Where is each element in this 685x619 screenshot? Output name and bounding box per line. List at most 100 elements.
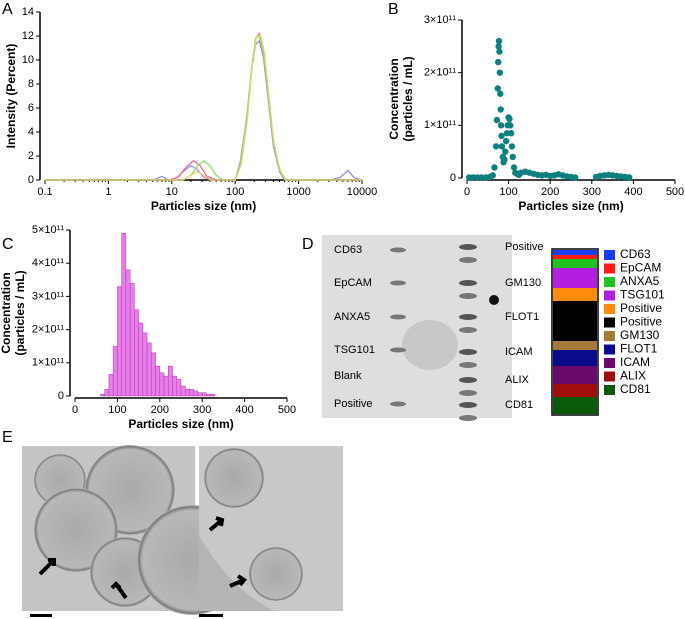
- y-tick-label: 0: [28, 174, 34, 186]
- blot-dot: [459, 390, 477, 396]
- blot-label-right: ICAM: [505, 346, 533, 358]
- x-tick-label: 500: [666, 186, 684, 198]
- blot-dot: [459, 257, 477, 263]
- histogram-bar: [189, 389, 194, 397]
- histogram-bar: [121, 233, 127, 397]
- y-tick-label: 5×10¹¹: [32, 224, 64, 236]
- color-bar-segment: [553, 384, 597, 397]
- blot-label-left: ANXA5: [334, 311, 370, 323]
- histogram-bar: [104, 389, 110, 397]
- panel-letter: C: [2, 236, 14, 253]
- y-tick-label: 3×10¹¹: [424, 14, 456, 26]
- blot-dot: [390, 247, 406, 253]
- scatter-point: [507, 122, 514, 129]
- y-axis-label-line: (particles / mL): [13, 270, 27, 355]
- histogram-bar: [197, 392, 203, 397]
- scatter-point: [501, 156, 508, 163]
- x-axis-label: Particles size (nm): [518, 199, 623, 213]
- x-tick-label: 1000: [286, 186, 310, 198]
- histogram-bar: [134, 309, 139, 397]
- legend-label: ALIX: [620, 369, 646, 383]
- scatter-point: [626, 174, 633, 181]
- legend-swatch: [604, 344, 615, 355]
- legend-label: EpCAM: [620, 261, 661, 275]
- y-tick-label: 4: [28, 126, 34, 138]
- histogram-bar: [129, 282, 135, 397]
- scatter-point: [495, 58, 502, 66]
- legend-swatch: [604, 371, 615, 382]
- histogram-bar: [100, 394, 105, 397]
- x-tick-label: 300: [193, 404, 211, 416]
- legend-label: CD81: [620, 382, 651, 396]
- line-series: [45, 33, 362, 181]
- histogram-bar: [172, 375, 178, 397]
- histogram-bar: [176, 379, 182, 397]
- line-series: [45, 34, 362, 181]
- color-bar-segment: [553, 366, 597, 384]
- y-tick-label: 0: [58, 390, 64, 402]
- scatter-point: [502, 148, 509, 155]
- x-tick-label: 0: [464, 186, 470, 198]
- y-tick-label: 1×10¹¹: [424, 119, 456, 131]
- histogram-bar: [193, 390, 199, 397]
- legend-swatch: [604, 250, 615, 260]
- blot-label-left: Blank: [334, 370, 362, 382]
- x-tick-label: 500: [278, 404, 296, 416]
- blot-image: [322, 235, 512, 418]
- color-bar-segment: [553, 250, 597, 255]
- legend-label: GM130: [620, 328, 660, 342]
- histogram-bar: [142, 332, 148, 397]
- blot-label-left: TSG101: [334, 344, 375, 356]
- histogram-bar: [163, 375, 169, 397]
- legend-label: ICAM: [620, 355, 650, 369]
- x-tick-label: 200: [541, 186, 559, 198]
- histogram-bar: [138, 322, 144, 397]
- scatter-point: [495, 43, 502, 50]
- legend-swatch: [604, 304, 615, 314]
- y-tick-label: 2: [28, 150, 34, 162]
- y-axis-label: Concentration(particles / mL): [0, 270, 27, 355]
- y-tick-label: 14: [22, 6, 34, 18]
- x-tick-label: 300: [583, 186, 601, 198]
- blot-dot: [459, 327, 477, 333]
- histogram-bar: [117, 286, 122, 397]
- color-bar-frame: [551, 248, 599, 416]
- histogram-bar: [146, 342, 152, 397]
- blot-dot: [390, 280, 406, 286]
- histogram-bar: [184, 389, 190, 397]
- y-axis-label: Intensity (Percent): [4, 44, 18, 149]
- blot-dot: [459, 314, 477, 320]
- scatter-point: [510, 164, 518, 171]
- panel-letter: A: [2, 1, 13, 18]
- y-tick-label: 10: [22, 54, 34, 66]
- histogram-bar: [180, 385, 186, 397]
- scatter-point: [495, 37, 503, 45]
- histogram-bar: [201, 392, 207, 397]
- x-tick-label: 200: [151, 404, 169, 416]
- legend-swatch: [604, 358, 615, 368]
- legend-label: Positive: [620, 315, 662, 329]
- blot-label-left: EpCAM: [334, 277, 372, 289]
- legend-label: FLOT1: [620, 342, 658, 356]
- y-tick-label: 0: [450, 172, 456, 184]
- y-tick-label: 6: [28, 102, 34, 114]
- y-tick-label: 2×10¹¹: [32, 324, 64, 336]
- y-axis-label-line: (particles / mL): [401, 56, 415, 141]
- histogram-bar: [206, 394, 211, 397]
- blot-dot: [459, 349, 477, 355]
- x-tick-label: 400: [624, 186, 642, 198]
- color-bar-segment: [553, 268, 597, 288]
- line-series: [45, 32, 362, 181]
- blot-dot: [459, 244, 477, 250]
- y-tick-label: 2×10¹¹: [424, 67, 456, 79]
- y-tick-label: 12: [22, 30, 34, 42]
- blot-label-left: Positive: [334, 398, 373, 410]
- x-tick-label: 10000: [347, 186, 378, 198]
- scatter-point: [497, 122, 505, 129]
- blot-label-right: CD81: [505, 399, 533, 411]
- color-bar-segment: [553, 255, 597, 259]
- histogram-bar: [168, 365, 173, 397]
- y-axis-label-line: Concentration: [0, 272, 13, 353]
- y-tick-label: 3×10¹¹: [32, 290, 64, 302]
